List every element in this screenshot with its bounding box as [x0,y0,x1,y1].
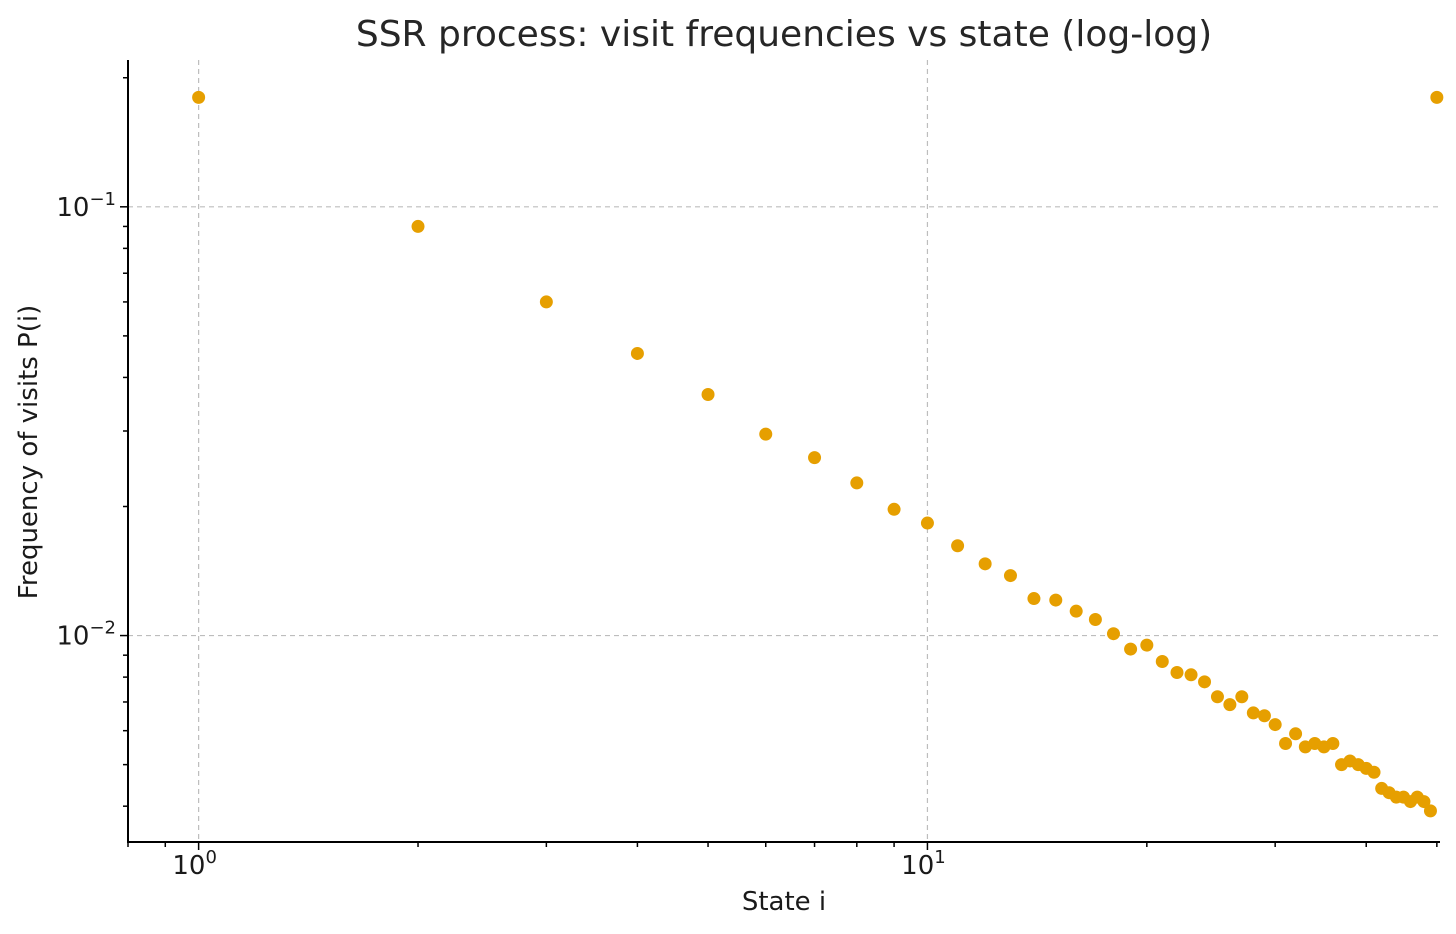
data-point [1235,690,1249,704]
data-point [539,295,553,309]
y-tick-label: 10−2 [56,618,116,652]
x-tick-label: 101 [901,847,946,881]
data-point [1223,698,1237,712]
data-point [1326,737,1340,751]
data-point [1257,709,1271,723]
data-point [1140,638,1154,652]
grid [128,60,1440,842]
data-point [1106,627,1120,641]
data-point [850,476,864,490]
data-point [1430,90,1444,104]
data-point [1268,718,1282,732]
data-point [887,502,901,516]
minor-ticks [123,76,1438,847]
data-point [1069,604,1083,618]
major-ticks: 100 101 10−1 10−2 [56,189,945,881]
data-point [978,557,992,571]
data-point [1367,765,1381,779]
data-points [192,90,1444,818]
data-point [192,90,206,104]
data-point [1279,737,1293,751]
data-point [1049,593,1063,607]
data-point [411,219,425,233]
data-point [1003,569,1017,583]
data-point [920,516,934,530]
data-point [1170,666,1184,680]
data-point [701,387,715,401]
chart-title: SSR process: visit frequencies vs state … [356,14,1212,55]
data-point [808,451,822,465]
data-point [1088,613,1102,627]
data-point [1210,690,1224,704]
data-point [1184,668,1198,682]
data-point [630,346,644,360]
data-point [1417,795,1431,809]
x-axis-label: State i [742,887,826,917]
y-tick-label: 10−1 [56,189,116,223]
data-point [1155,654,1169,668]
data-point [1289,727,1303,741]
data-point [1198,675,1212,689]
y-axis-label: Frequency of visits P(i) [14,305,44,599]
data-point [759,427,773,441]
x-tick-label: 100 [172,847,217,881]
data-point [1124,642,1138,656]
data-point [951,539,965,553]
data-point [1246,706,1260,720]
data-point [1423,804,1437,818]
data-point [1027,592,1041,606]
